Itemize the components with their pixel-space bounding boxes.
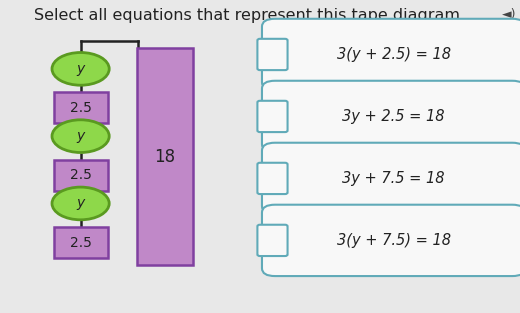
Ellipse shape (52, 53, 109, 85)
FancyBboxPatch shape (257, 163, 288, 194)
Text: 3(y + 2.5) = 18: 3(y + 2.5) = 18 (336, 47, 451, 62)
Text: 3(y + 7.5) = 18: 3(y + 7.5) = 18 (336, 233, 451, 248)
FancyBboxPatch shape (54, 160, 108, 191)
FancyBboxPatch shape (257, 225, 288, 256)
Text: 3y + 7.5 = 18: 3y + 7.5 = 18 (342, 171, 445, 186)
Text: 18: 18 (154, 147, 176, 166)
Text: 2.5: 2.5 (70, 101, 92, 115)
Text: y: y (76, 62, 85, 76)
Ellipse shape (52, 187, 109, 220)
Text: ◄): ◄) (502, 8, 516, 21)
Text: y: y (76, 197, 85, 210)
Text: 2.5: 2.5 (70, 236, 92, 249)
FancyBboxPatch shape (262, 143, 520, 214)
FancyBboxPatch shape (137, 48, 193, 265)
Ellipse shape (52, 120, 109, 152)
FancyBboxPatch shape (262, 81, 520, 152)
FancyBboxPatch shape (54, 227, 108, 258)
Text: Select all equations that represent this tape diagram.: Select all equations that represent this… (34, 8, 465, 23)
Text: 3y + 2.5 = 18: 3y + 2.5 = 18 (342, 109, 445, 124)
FancyBboxPatch shape (257, 39, 288, 70)
FancyBboxPatch shape (257, 101, 288, 132)
Text: y: y (76, 129, 85, 143)
Text: 2.5: 2.5 (70, 168, 92, 182)
FancyBboxPatch shape (262, 205, 520, 276)
FancyBboxPatch shape (54, 93, 108, 123)
FancyBboxPatch shape (262, 19, 520, 90)
